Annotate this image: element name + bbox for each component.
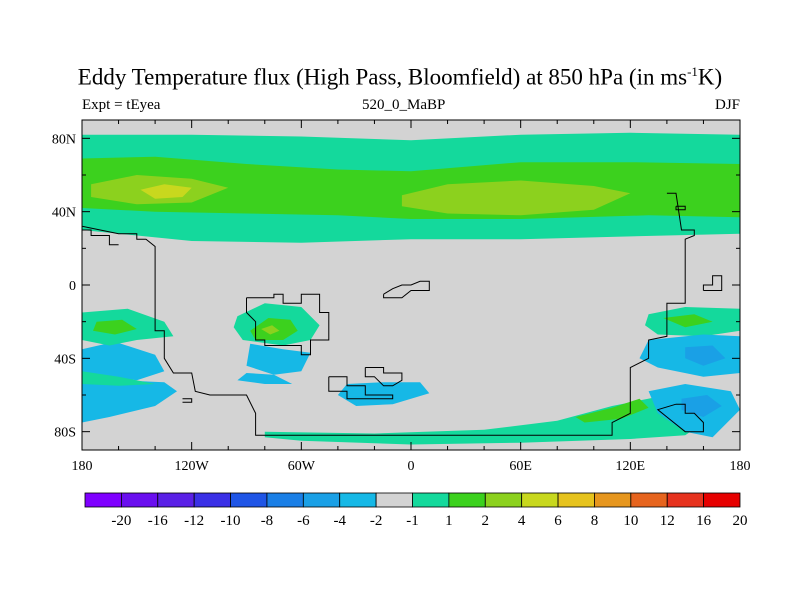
colorbar-label: -10: [221, 513, 241, 529]
colorbar-swatch: [375, 492, 413, 508]
contour-region-14: [93, 319, 137, 335]
colorbar-swatch: [412, 492, 450, 508]
y-axis: 80N 40N 0 40S 80S: [52, 132, 740, 441]
colorbar-swatch: [230, 492, 268, 508]
coastline-2: [246, 293, 330, 356]
contour-region-3: [140, 184, 192, 199]
coastline-6: [656, 403, 704, 433]
contour-region-8: [246, 343, 311, 375]
experiment-label: Expt = tEyea: [82, 97, 161, 113]
x-tick-label: 60E: [509, 459, 532, 474]
contour-region-23: [681, 395, 722, 417]
colorbar-label: -20: [111, 513, 131, 529]
colorbar-label: 8: [591, 513, 599, 529]
coastline-4: [364, 367, 403, 387]
colorbar-swatch: [666, 492, 705, 508]
contour-region-7: [261, 325, 280, 335]
colorbar-label: 2: [482, 513, 490, 529]
y-tick-label: 80S: [54, 426, 76, 441]
colorbar-swatch: [266, 492, 304, 508]
y-tick-label: 40S: [54, 352, 76, 367]
colorbar-swatch: [630, 492, 668, 508]
colorbar-swatch: [484, 492, 523, 508]
colorbar-label: -1: [406, 513, 419, 529]
colorbar-label: -16: [148, 513, 168, 529]
colorbar-label: -8: [261, 513, 274, 529]
y-tick-label: 40N: [52, 206, 76, 221]
x-tick-label: 180: [730, 459, 751, 474]
contour-region-10: [337, 382, 430, 406]
colorbar-swatch: [594, 492, 632, 508]
colorbar-swatch: [157, 492, 195, 508]
contour-region-12: [82, 380, 177, 423]
season-label: DJF: [714, 97, 740, 113]
period-label: 520_0_MaBP: [362, 97, 446, 113]
coastline-7: [702, 275, 723, 291]
coastline-9: [182, 398, 193, 403]
colorbar-swatch: [521, 492, 559, 508]
colorbar-swatch: [339, 492, 377, 508]
colorbar-swatch: [302, 492, 341, 508]
colorbar-label: -2: [370, 513, 383, 529]
contour-region-21: [685, 345, 726, 366]
x-axis: 180 120W 60W 0 60E 120E 180: [72, 120, 751, 474]
colorbar-label: 12: [660, 513, 675, 529]
x-tick-label: 0: [408, 459, 415, 474]
contour-region-9: [237, 373, 293, 384]
colorbar-label: 20: [733, 513, 748, 529]
coastline-8: [675, 205, 686, 211]
colorbar: -20 -16 -12 -10 -8 -6 -4 -2 -1 1 2 4 6 8 10 12 16 20: [84, 492, 748, 529]
colorbar-swatch: [703, 492, 741, 508]
contour-region-16: [264, 395, 713, 445]
colorbar-swatch: [193, 492, 231, 508]
coastlines: [82, 192, 723, 436]
colorbar-label: 1: [445, 513, 453, 529]
y-tick-label: 80N: [52, 132, 76, 147]
contour-region-19: [663, 314, 713, 328]
coastline-5: [328, 376, 394, 400]
colorbar-label: -12: [184, 513, 204, 529]
colorbar-label: 6: [554, 513, 562, 529]
colorbar-label: -6: [297, 513, 310, 529]
x-tick-label: 180: [72, 459, 93, 474]
x-tick-label: 60W: [288, 459, 316, 474]
colorbar-label: 4: [518, 513, 526, 529]
x-tick-label: 120W: [175, 459, 210, 474]
colorbar-label: 16: [696, 513, 712, 529]
coastline-3: [383, 280, 430, 299]
contour-region-15: [82, 371, 156, 386]
colorbar-swatch: [84, 492, 122, 508]
coastline-1: [82, 229, 119, 246]
colorbar-label: -4: [333, 513, 346, 529]
colorbar-swatch: [557, 492, 595, 508]
chart-title: Eddy Temperature flux (High Pass, Bloomf…: [77, 64, 723, 90]
colorbar-swatch: [448, 492, 486, 508]
x-tick-label: 120E: [616, 459, 646, 474]
y-tick-label: 0: [69, 279, 76, 294]
colorbar-swatch: [120, 492, 159, 508]
colorbar-label: 10: [623, 513, 638, 529]
coastline-0: [82, 192, 695, 436]
contour-region-11: [82, 341, 165, 381]
contour-region-4: [401, 180, 631, 216]
contour-fills: [82, 132, 740, 445]
